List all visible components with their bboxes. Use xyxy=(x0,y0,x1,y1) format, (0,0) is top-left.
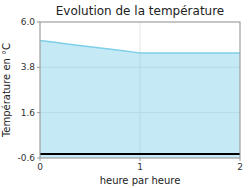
axis-label: Température en °C xyxy=(1,43,12,138)
grid xyxy=(40,22,240,158)
tick xyxy=(240,158,241,161)
tick-label: 0 xyxy=(37,162,43,172)
tick-label: 2 xyxy=(237,162,243,172)
tick xyxy=(37,112,40,113)
plot-area xyxy=(40,41,240,158)
tick-label: 1.6 xyxy=(21,108,36,118)
tick xyxy=(40,158,41,161)
tick-label: 1 xyxy=(137,162,143,172)
tick-label: 3.8 xyxy=(21,62,36,72)
reference-line xyxy=(40,153,240,155)
area xyxy=(40,41,240,158)
plot-frame xyxy=(40,22,240,158)
tick-label: -0.6 xyxy=(17,153,35,163)
axis-label: heure par heure xyxy=(100,175,181,186)
chart: -0.6 1.6 3.8 6.0 0 1 2 heure par heure Températu… xyxy=(0,0,250,188)
line xyxy=(40,41,240,53)
tick xyxy=(140,158,141,161)
tick xyxy=(37,22,40,23)
tick xyxy=(37,67,40,68)
title: Evolution de la température xyxy=(56,4,225,18)
tick-label: 6.0 xyxy=(21,17,36,27)
axes: -0.6 1.6 3.8 6.0 0 1 2 xyxy=(17,17,242,172)
